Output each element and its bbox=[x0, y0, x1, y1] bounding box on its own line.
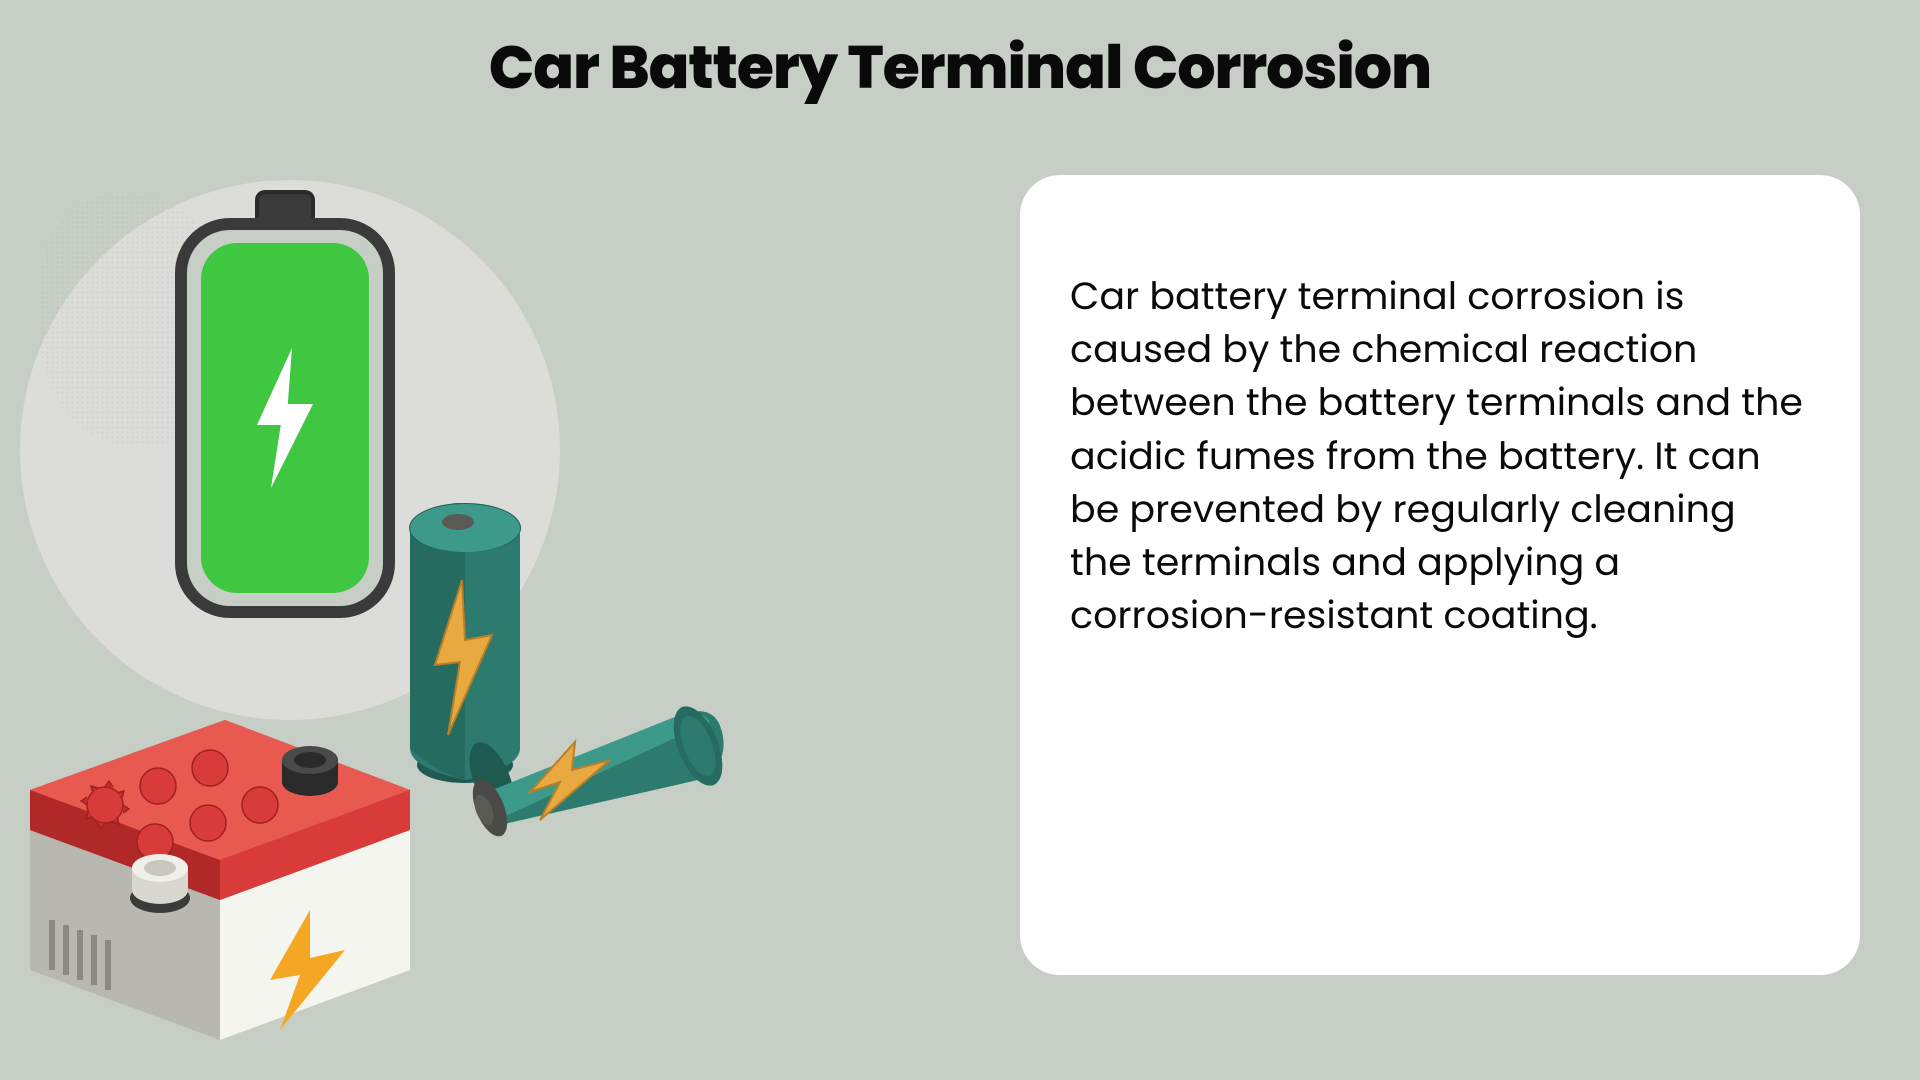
phone-battery-icon bbox=[175, 190, 395, 618]
illustration-group bbox=[0, 150, 800, 1050]
page-title: Car Battery Terminal Corrosion bbox=[0, 0, 1920, 112]
battery-terminal-light bbox=[130, 854, 190, 913]
aa-battery-lying-icon bbox=[460, 660, 740, 840]
info-text: Car battery terminal corrosion is caused… bbox=[1070, 270, 1805, 642]
car-battery-icon bbox=[10, 630, 430, 1050]
info-card: Car battery terminal corrosion is caused… bbox=[1020, 175, 1860, 975]
battery-terminal-dark bbox=[282, 746, 338, 796]
lightning-bolt-icon bbox=[250, 348, 320, 488]
